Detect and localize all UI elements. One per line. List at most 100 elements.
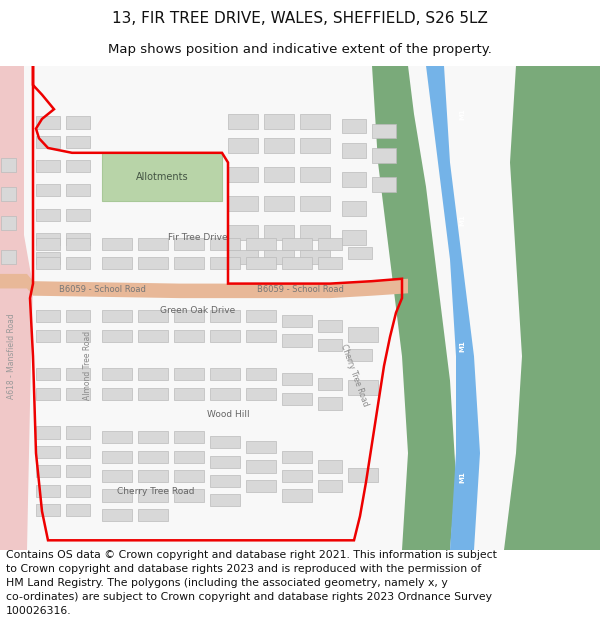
Bar <box>66 329 90 342</box>
Text: Green Oak Drive: Green Oak Drive <box>160 306 236 315</box>
Bar <box>210 456 240 468</box>
Bar <box>228 168 258 182</box>
Bar <box>102 310 132 322</box>
Text: Fir Tree Drive: Fir Tree Drive <box>168 233 228 242</box>
Bar <box>138 368 168 381</box>
Bar <box>102 257 132 269</box>
Bar <box>348 248 372 259</box>
Bar <box>36 484 60 497</box>
Bar <box>264 196 294 211</box>
Bar <box>138 257 168 269</box>
Text: M1: M1 <box>459 215 465 226</box>
Bar <box>264 168 294 182</box>
Bar <box>318 461 342 472</box>
Bar <box>174 329 204 342</box>
Bar <box>1 216 16 230</box>
Bar <box>342 172 366 187</box>
Bar <box>36 209 60 221</box>
Bar <box>246 441 276 453</box>
Bar <box>36 184 60 196</box>
Bar <box>318 257 342 269</box>
Bar <box>36 238 60 249</box>
Bar <box>282 470 312 482</box>
Text: Contains OS data © Crown copyright and database right 2021. This information is : Contains OS data © Crown copyright and d… <box>6 550 497 616</box>
Bar <box>318 378 342 390</box>
Bar <box>102 368 132 381</box>
Bar <box>228 249 258 264</box>
Bar <box>138 329 168 342</box>
Bar <box>66 388 90 400</box>
Bar <box>66 160 90 172</box>
Bar <box>246 461 276 472</box>
Bar <box>300 249 330 264</box>
Text: Map shows position and indicative extent of the property.: Map shows position and indicative extent… <box>108 42 492 56</box>
Bar <box>138 451 168 462</box>
Bar <box>348 349 372 361</box>
Bar <box>36 465 60 478</box>
Bar <box>348 468 378 482</box>
Text: 13, FIR TREE DRIVE, WALES, SHEFFIELD, S26 5LZ: 13, FIR TREE DRIVE, WALES, SHEFFIELD, S2… <box>112 11 488 26</box>
Bar <box>210 257 240 269</box>
Bar <box>282 334 312 346</box>
Bar <box>282 392 312 405</box>
Bar <box>102 238 132 249</box>
Text: Cherry Tree Road: Cherry Tree Road <box>117 488 195 496</box>
Bar <box>102 489 132 501</box>
Bar <box>66 368 90 381</box>
Bar <box>174 238 204 249</box>
Polygon shape <box>0 274 408 298</box>
Bar <box>264 138 294 152</box>
Bar <box>348 328 378 342</box>
Bar <box>66 257 90 269</box>
Bar <box>102 470 132 482</box>
Bar <box>66 446 90 458</box>
Bar <box>300 138 330 152</box>
Bar <box>246 480 276 492</box>
Bar <box>66 484 90 497</box>
Bar <box>36 136 60 148</box>
Bar <box>66 116 90 129</box>
Bar <box>36 504 60 516</box>
Bar <box>66 184 90 196</box>
Bar <box>102 451 132 462</box>
Text: Allotments: Allotments <box>136 172 188 182</box>
Text: Wood Hill: Wood Hill <box>206 410 250 419</box>
Bar <box>282 489 312 501</box>
Bar <box>318 238 342 249</box>
Bar <box>36 116 60 129</box>
Bar <box>228 196 258 211</box>
Polygon shape <box>372 66 456 550</box>
Bar <box>138 388 168 400</box>
Text: M1: M1 <box>459 341 465 352</box>
Bar <box>246 257 276 269</box>
Bar <box>342 143 366 158</box>
Bar <box>282 451 312 462</box>
Bar <box>372 177 396 191</box>
Bar <box>138 509 168 521</box>
Bar <box>1 158 16 172</box>
Bar <box>66 426 90 439</box>
Bar <box>372 148 396 162</box>
Text: Cherry Tree Road: Cherry Tree Road <box>338 343 370 408</box>
Bar <box>300 196 330 211</box>
Bar <box>246 238 276 249</box>
Bar <box>318 339 342 351</box>
Bar <box>210 475 240 487</box>
Bar <box>228 138 258 152</box>
Text: Almond Tree Road: Almond Tree Road <box>83 331 91 401</box>
Bar <box>174 470 204 482</box>
Bar <box>36 160 60 172</box>
Bar <box>264 249 294 264</box>
Bar <box>138 238 168 249</box>
Bar <box>210 368 240 381</box>
Bar <box>1 249 16 264</box>
Bar <box>318 480 342 492</box>
Bar <box>174 388 204 400</box>
Bar <box>36 310 60 322</box>
Bar <box>138 310 168 322</box>
Bar <box>342 201 366 216</box>
Bar <box>342 119 366 133</box>
Bar <box>66 209 90 221</box>
Bar <box>210 494 240 506</box>
Polygon shape <box>0 66 33 550</box>
